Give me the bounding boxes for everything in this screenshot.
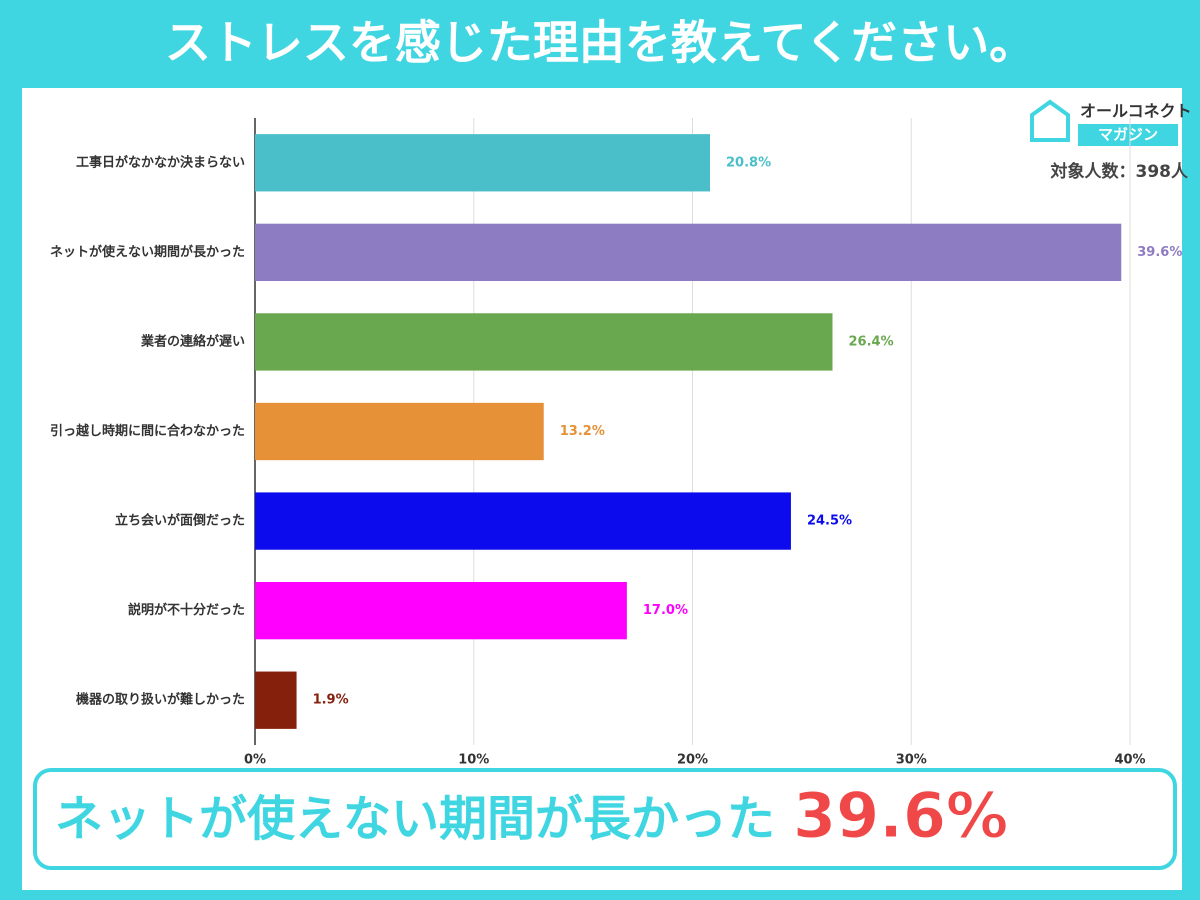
x-tick-label: 0% [244, 753, 266, 768]
sample-size: 対象人数：398人 [1050, 161, 1189, 182]
y-tick-label: 引っ越し時期に間に合わなかった [50, 423, 245, 439]
x-tick-label: 40% [1114, 753, 1145, 768]
bar [255, 134, 710, 192]
logo: オールコネクト マガジン [1030, 99, 1192, 146]
value-label: 13.2% [560, 424, 605, 439]
panel [22, 88, 1182, 890]
banner [33, 768, 1177, 870]
bar [255, 223, 1122, 282]
bar [255, 671, 297, 729]
y-tick-label: 工事日がなかなか決まらない [76, 154, 245, 170]
bar [255, 402, 544, 461]
y-tick-label: 機器の取り扱いが難しかった [76, 692, 245, 708]
value-label: 39.6% [1137, 245, 1182, 260]
bar [255, 581, 627, 640]
banner-highlight: 39.6% [793, 779, 1008, 852]
y-tick-label: 立ち会いが面倒だった [115, 513, 245, 529]
x-tick-label: 10% [458, 753, 489, 768]
title: ストレスを感じた理由を教えてください。 [165, 16, 1035, 70]
x-tick-label: 30% [896, 753, 927, 768]
banner-text: ネットが使えない期間が長かった [55, 791, 775, 847]
x-tick-label: 20% [677, 753, 708, 768]
y-tick-label: 業者の連絡が遅い [140, 333, 245, 349]
y-tick-label: ネットが使えない期間が長かった [50, 244, 245, 260]
bar [255, 313, 833, 371]
value-label: 24.5% [807, 514, 852, 529]
plot: 0% 10% 20% 30% 40% 工事日がなかなか決まらない 20.8% ネットが使えない… [50, 118, 1182, 768]
y-tick-label: 説明が不十分だった [128, 602, 245, 618]
logo-icon [1030, 99, 1070, 142]
logo-line1: オールコネクト [1080, 102, 1192, 121]
value-label: 26.4% [849, 334, 894, 349]
value-label: 1.9% [313, 693, 349, 708]
value-label: 20.8% [726, 155, 771, 170]
logo-box [1078, 124, 1178, 146]
bar [255, 492, 791, 550]
logo-line2: マガジン [1098, 126, 1158, 144]
value-label: 17.0% [643, 603, 688, 618]
